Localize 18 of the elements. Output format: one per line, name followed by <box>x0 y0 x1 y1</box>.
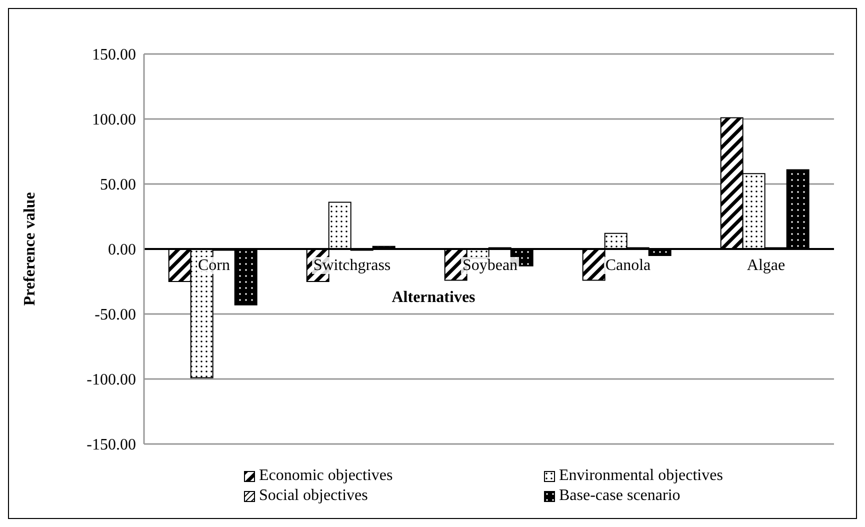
y-tick-label: -100.00 <box>86 372 136 389</box>
legend-label: Economic objectives <box>259 467 393 485</box>
legend-label: Base-case scenario <box>559 487 680 505</box>
legend-label: Environmental objectives <box>559 467 723 485</box>
y-tick-label: 150.00 <box>92 46 136 64</box>
y-tick-label: -50.00 <box>94 306 136 324</box>
legend-label: Social objectives <box>259 487 368 505</box>
y-axis-title: Preference value <box>22 192 39 306</box>
x-axis-title: Alternatives <box>392 289 476 306</box>
y-tick-label: -150.00 <box>86 436 136 454</box>
x-tick-label: Canola <box>604 257 652 274</box>
x-tick-label: Switchgrass <box>312 257 392 274</box>
x-tick-label: Corn <box>197 257 231 274</box>
y-tick-label: 50.00 <box>100 176 136 194</box>
y-tick-label: 100.00 <box>92 112 136 129</box>
y-tick-label: 0.00 <box>108 242 136 259</box>
x-tick-label: Algae <box>746 257 786 274</box>
x-tick-label: Soybean <box>461 257 519 274</box>
